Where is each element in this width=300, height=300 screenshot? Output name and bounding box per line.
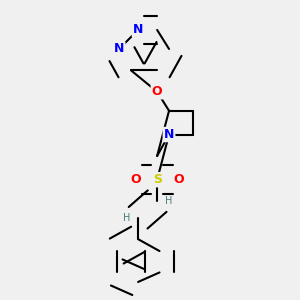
Text: O: O [173,173,184,186]
Text: S: S [153,173,162,186]
Text: O: O [130,173,141,186]
Text: O: O [152,85,162,98]
Text: H: H [122,213,130,223]
Text: N: N [164,128,174,141]
Text: N: N [133,23,143,36]
Text: N: N [114,42,124,56]
Text: H: H [165,196,173,206]
